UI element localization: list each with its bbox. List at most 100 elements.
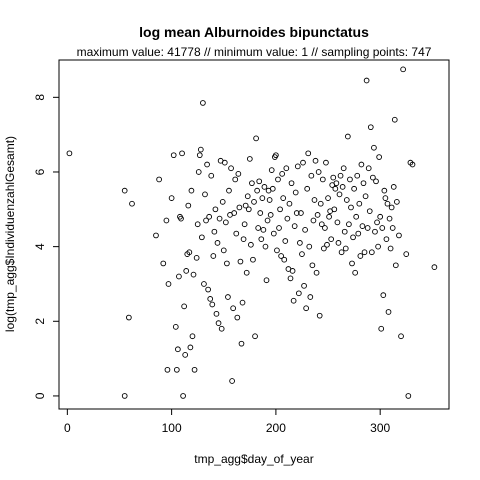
data-point-3 xyxy=(126,314,132,321)
data-point-171 xyxy=(338,249,345,256)
data-point-84 xyxy=(248,241,254,248)
data-point-187 xyxy=(355,230,362,237)
data-point-201 xyxy=(370,174,376,181)
data-point-90 xyxy=(254,187,260,194)
data-point-46 xyxy=(208,172,215,179)
data-point-128 xyxy=(293,210,300,216)
data-point-52 xyxy=(214,240,221,246)
data-point-144 xyxy=(310,217,317,224)
data-point-95 xyxy=(259,195,266,201)
data-point-198 xyxy=(366,208,373,215)
data-point-103 xyxy=(267,212,274,218)
data-point-164 xyxy=(331,206,338,213)
x-tick-label-2: 200 xyxy=(266,421,286,435)
data-point-45 xyxy=(207,296,214,302)
data-point-79 xyxy=(242,202,249,209)
data-point-109 xyxy=(274,247,280,254)
data-point-148 xyxy=(314,212,321,218)
data-point-40 xyxy=(202,191,208,198)
data-point-91 xyxy=(255,225,262,231)
data-point-118 xyxy=(283,165,290,172)
data-point-110 xyxy=(275,176,281,183)
data-point-10 xyxy=(165,281,172,287)
data-point-166 xyxy=(333,180,340,187)
data-point-135 xyxy=(301,282,307,289)
data-point-192 xyxy=(360,180,367,187)
data-point-220 xyxy=(389,225,396,231)
data-point-184 xyxy=(352,269,358,276)
data-point-232 xyxy=(431,264,438,271)
data-point-58 xyxy=(220,247,227,254)
data-point-216 xyxy=(385,309,392,315)
data-point-194 xyxy=(362,193,369,200)
data-point-219 xyxy=(388,204,395,211)
data-point-172 xyxy=(339,184,346,190)
y-tick-label-3: 6 xyxy=(33,168,47,175)
data-point-1 xyxy=(121,187,128,194)
data-point-191 xyxy=(359,223,366,229)
data-point-97 xyxy=(261,184,268,190)
data-point-99 xyxy=(263,277,270,284)
data-point-33 xyxy=(194,221,201,228)
data-point-221 xyxy=(390,184,397,190)
data-point-136 xyxy=(302,226,308,233)
data-point-203 xyxy=(372,228,378,235)
x-tick-label-3: 300 xyxy=(370,421,390,435)
data-point-209 xyxy=(378,325,385,332)
data-point-132 xyxy=(298,210,304,216)
data-point-217 xyxy=(386,215,393,222)
data-point-89 xyxy=(253,135,259,142)
data-point-70 xyxy=(233,230,240,237)
data-point-207 xyxy=(376,154,382,160)
y-tick-label-1: 2 xyxy=(33,318,47,325)
data-point-206 xyxy=(375,243,381,250)
data-point-94 xyxy=(258,236,265,243)
data-point-48 xyxy=(210,253,217,259)
data-point-6 xyxy=(156,176,162,183)
data-point-140 xyxy=(306,243,313,250)
data-point-7 xyxy=(160,260,167,267)
data-point-214 xyxy=(383,236,390,243)
data-point-114 xyxy=(279,170,286,177)
data-point-44 xyxy=(206,213,213,220)
data-point-105 xyxy=(269,185,276,192)
data-point-93 xyxy=(257,210,264,216)
data-point-4 xyxy=(129,200,135,207)
data-point-228 xyxy=(403,251,410,257)
data-point-111 xyxy=(276,225,282,231)
data-point-226 xyxy=(398,333,404,340)
data-point-197 xyxy=(365,165,372,172)
data-point-125 xyxy=(290,297,297,304)
data-point-133 xyxy=(299,251,305,257)
data-point-224 xyxy=(394,198,400,205)
data-point-12 xyxy=(170,152,177,159)
data-point-175 xyxy=(342,245,349,252)
data-point-165 xyxy=(332,185,339,192)
data-point-9 xyxy=(164,366,171,373)
data-point-137 xyxy=(303,305,309,312)
data-point-59 xyxy=(221,159,228,166)
y-axis-label: log(tmp_agg$IndividuenzahlGesamt) xyxy=(3,136,17,332)
data-point-129 xyxy=(294,163,301,170)
data-point-35 xyxy=(196,152,203,159)
data-point-77 xyxy=(240,236,247,243)
data-point-30 xyxy=(190,271,197,278)
data-point-142 xyxy=(308,172,315,179)
data-point-208 xyxy=(377,213,384,220)
data-point-150 xyxy=(316,312,323,319)
x-tick-label-1: 100 xyxy=(162,421,182,435)
data-point-182 xyxy=(350,234,356,241)
data-point-155 xyxy=(322,225,328,231)
data-point-152 xyxy=(318,221,325,228)
data-point-39 xyxy=(201,281,207,287)
plot-frame xyxy=(58,59,450,410)
data-point-170 xyxy=(337,172,344,179)
data-point-202 xyxy=(371,144,377,151)
data-point-82 xyxy=(245,206,252,213)
data-point-190 xyxy=(358,161,365,168)
data-point-87 xyxy=(251,198,257,205)
data-point-83 xyxy=(246,156,253,162)
data-point-49 xyxy=(211,228,218,235)
data-point-157 xyxy=(324,241,330,248)
